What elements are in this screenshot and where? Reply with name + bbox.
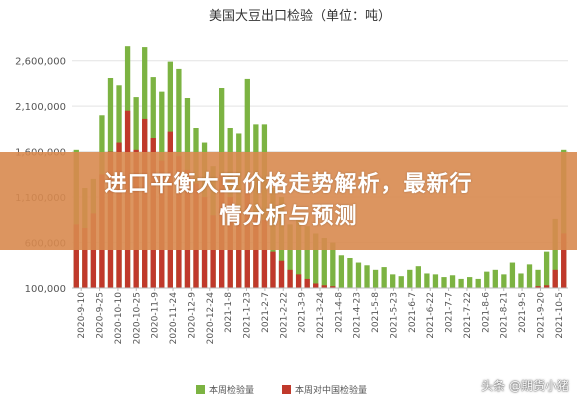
headline-line-2: 情分析与预测	[219, 204, 358, 229]
legend-label-china: 本周对中国检验量	[295, 384, 367, 396]
bar-china	[278, 260, 285, 288]
bar-weekly	[321, 238, 327, 288]
bar-china	[543, 285, 550, 288]
bar-weekly	[526, 264, 533, 288]
bar-china	[295, 274, 302, 288]
bar-weekly	[338, 255, 345, 288]
x-tick-label: 2021-7-22	[463, 292, 473, 339]
x-tick-label: 2020-11-24	[169, 292, 179, 345]
bar-china	[261, 219, 268, 288]
bar-weekly	[398, 276, 404, 288]
bar-weekly	[355, 262, 362, 288]
bar-weekly	[407, 269, 413, 288]
bar-weekly	[381, 267, 387, 288]
bar-china	[287, 269, 293, 288]
bar-weekly	[432, 274, 439, 288]
legend-swatch-china	[282, 385, 291, 394]
y-tick-label: 2,600,000	[15, 57, 66, 68]
bar-china	[552, 269, 558, 288]
bar-china	[253, 215, 259, 288]
x-tick-label: 2020-12-24	[206, 292, 216, 345]
x-tick-label: 2020-10-25	[132, 292, 142, 344]
x-tick-label: 2021-2-22	[279, 292, 289, 339]
bar-weekly	[295, 219, 302, 288]
x-tick-label: 2021-5-8	[371, 292, 381, 333]
bar-china	[535, 286, 541, 288]
x-tick-label: 2021-5-23	[389, 292, 399, 339]
x-tick-label: 2021-9-20	[536, 292, 546, 339]
bar-china	[330, 286, 336, 288]
legend-swatch-weekly	[196, 385, 205, 394]
bar-weekly	[441, 277, 447, 288]
bar-weekly	[390, 274, 396, 288]
bar-china	[561, 233, 567, 288]
y-tick-label: 2,100,000	[15, 102, 66, 113]
headline-line-1: 进口平衡大豆价格走势解析，最新行	[104, 172, 473, 197]
x-tick-label: 2021-1-8	[224, 292, 234, 333]
bar-weekly	[304, 226, 310, 288]
x-tick-label: 2020-10-10	[114, 292, 124, 345]
bar-weekly	[313, 233, 319, 288]
bar-weekly	[518, 273, 524, 288]
x-tick-label: 2021-8-21	[500, 292, 510, 339]
x-tick-label: 2021-3-9	[298, 292, 308, 333]
x-tick-label: 2021-3-24	[316, 292, 326, 339]
x-tick-label: 2021-10-5	[555, 292, 565, 339]
x-tick-label: 2021-9-5	[518, 292, 528, 333]
x-axis-labels: 2020-9-10 2020-9-25 2020-10-10 2020-10-25 20…	[77, 288, 565, 344]
legend-label-weekly: 本周检验量	[209, 384, 254, 396]
bar-weekly	[552, 218, 558, 288]
bar-weekly	[372, 269, 379, 288]
bar-weekly	[484, 271, 490, 288]
x-tick-label: 2021-4-23	[353, 292, 363, 339]
bar-china	[210, 215, 216, 288]
bar-weekly	[543, 251, 550, 288]
bar-weekly	[424, 273, 430, 288]
x-tick-label: 2021-6-22	[426, 292, 436, 339]
bar-weekly	[492, 269, 498, 288]
bar-weekly	[449, 275, 456, 288]
x-tick-label: 2021-6-7	[408, 292, 418, 333]
x-tick-label: 2020-9-25	[96, 292, 106, 339]
x-tick-label: 2020-11-9	[151, 292, 161, 339]
bar-china	[270, 251, 276, 288]
bar-weekly	[509, 262, 516, 288]
x-tick-label: 2021-8-6	[481, 292, 491, 333]
x-tick-label: 2021-7-7	[445, 292, 455, 333]
bar-weekly	[475, 278, 481, 288]
bar-weekly	[415, 266, 421, 288]
bar-weekly	[467, 277, 473, 288]
bar-china	[82, 228, 88, 288]
y-tick-label: 100,000	[25, 284, 66, 295]
chart-title: 美国大豆出口检验（单位：吨）	[209, 8, 391, 24]
x-tick-label: 2020-12-9	[187, 292, 197, 339]
bar-weekly	[458, 278, 464, 288]
bar-china	[321, 285, 327, 288]
bar-weekly	[287, 224, 293, 288]
bar-china	[90, 213, 97, 288]
source-watermark: 头条 @期货小猪	[481, 379, 569, 393]
x-tick-label: 2021-4-8	[334, 292, 344, 333]
headline-banner: 进口平衡大豆价格走势解析，最新行 情分析与预测	[0, 152, 577, 250]
legend: 本周检验量 本周对中国检验量	[196, 384, 367, 396]
bar-weekly	[364, 265, 370, 288]
bar-china	[313, 283, 319, 288]
bar-weekly	[535, 269, 541, 288]
x-tick-label: 2020-9-10	[77, 292, 87, 339]
bar-weekly	[330, 242, 336, 288]
bar-weekly	[347, 258, 353, 288]
bar-china	[73, 224, 79, 288]
bar-china	[304, 278, 310, 288]
bar-weekly	[501, 274, 507, 288]
x-tick-label: 2021-1-23	[243, 292, 253, 339]
x-tick-label: 2021-2-7	[261, 292, 271, 333]
